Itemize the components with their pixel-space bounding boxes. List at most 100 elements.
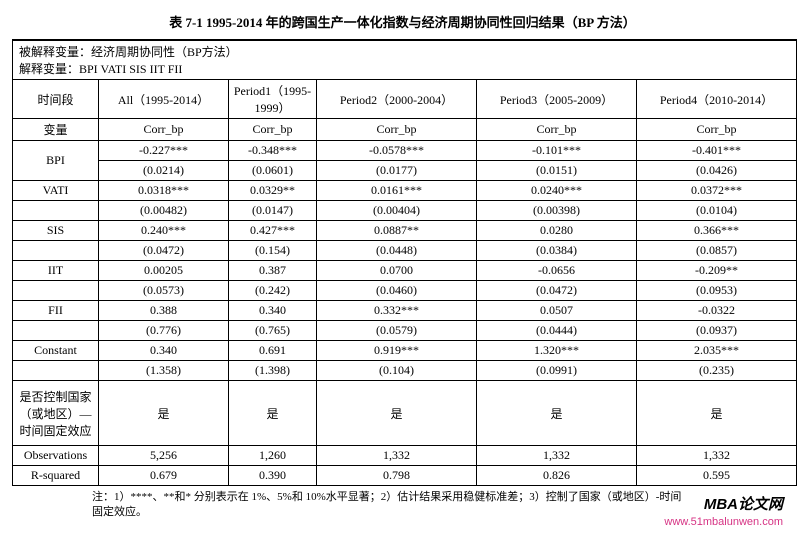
cell: (0.154) [229,241,317,261]
brand-url: www.51mbalunwen.com [664,516,783,528]
period-1: Period1（1995-1999） [229,80,317,119]
period-2: Period2（2000-2004） [317,80,477,119]
fixed-effect-label: 是否控制国家（或地区）—时间固定效应 [13,381,99,446]
cell: (0.242) [229,281,317,301]
cell: 0.0372*** [637,181,797,201]
cell: 是 [317,381,477,446]
r-squared-label: R-squared [13,466,99,486]
cell: 0.798 [317,466,477,486]
cell: 0.0161*** [317,181,477,201]
cell: 0.332*** [317,301,477,321]
cell: (0.0426) [637,161,797,181]
cell: 0.427*** [229,221,317,241]
cell: 0.340 [229,301,317,321]
cell: 0.826 [477,466,637,486]
cell: 1,332 [477,446,637,466]
cell: -0.0656 [477,261,637,281]
period-3: Period3（2005-2009） [477,80,637,119]
cell: 1,260 [229,446,317,466]
corr-bp-header: Corr_bp [317,119,477,141]
period-all: All（1995-2014） [99,80,229,119]
corr-bp-header: Corr_bp [477,119,637,141]
row-fii: FII [13,301,99,321]
cell: 0.240*** [99,221,229,241]
cell: (0.0460) [317,281,477,301]
cell: (0.104) [317,361,477,381]
cell: 是 [99,381,229,446]
cell: 5,256 [99,446,229,466]
cell: -0.401*** [637,141,797,161]
cell: -0.209** [637,261,797,281]
cell: 0.0240*** [477,181,637,201]
cell: (0.0151) [477,161,637,181]
cell: 1.320*** [477,341,637,361]
cell: -0.0322 [637,301,797,321]
cell: (0.0472) [477,281,637,301]
cell: 是 [637,381,797,446]
cell: (0.0579) [317,321,477,341]
time-label: 时间段 [13,80,99,119]
cell: 是 [229,381,317,446]
cell: (0.0177) [317,161,477,181]
corr-bp-header: Corr_bp [99,119,229,141]
cell: (0.0472) [99,241,229,261]
cell: 1,332 [317,446,477,466]
cell: (0.0991) [477,361,637,381]
brand-logo: MBA论文网 [704,496,783,513]
cell: (1.398) [229,361,317,381]
corr-bp-header: Corr_bp [229,119,317,141]
cell: 是 [477,381,637,446]
cell: 0.0700 [317,261,477,281]
cell: (0.765) [229,321,317,341]
cell: (0.0937) [637,321,797,341]
row-iit: IIT [13,261,99,281]
cell: (0.0384) [477,241,637,261]
cell: 0.0887** [317,221,477,241]
cell: (0.0857) [637,241,797,261]
cell: -0.0578*** [317,141,477,161]
cell: (0.0444) [477,321,637,341]
row-sis: SIS [13,221,99,241]
cell: -0.348*** [229,141,317,161]
cell: 0.0507 [477,301,637,321]
cell: 0.390 [229,466,317,486]
cell: 0.387 [229,261,317,281]
dependent-var-line: 被解释变量：经济周期协同性（BP方法） 解释变量：BPI VATI SIS II… [13,40,797,80]
cell: (0.0214) [99,161,229,181]
cell: 0.00205 [99,261,229,281]
cell: -0.101*** [477,141,637,161]
cell: (0.00404) [317,201,477,221]
regression-table: 被解释变量：经济周期协同性（BP方法） 解释变量：BPI VATI SIS II… [12,39,797,486]
cell: (1.358) [99,361,229,381]
observations-label: Observations [13,446,99,466]
row-vati: VATI [13,181,99,201]
row-bpi: BPI [13,141,99,181]
cell: (0.00482) [99,201,229,221]
cell: (0.0448) [317,241,477,261]
cell: 0.691 [229,341,317,361]
cell: 0.595 [637,466,797,486]
cell: 2.035*** [637,341,797,361]
cell: 0.919*** [317,341,477,361]
cell: (0.00398) [477,201,637,221]
cell: 0.366*** [637,221,797,241]
cell: (0.776) [99,321,229,341]
cell: 0.0280 [477,221,637,241]
cell: -0.227*** [99,141,229,161]
period-4: Period4（2010-2014） [637,80,797,119]
cell: 1,332 [637,446,797,466]
row-constant: Constant [13,341,99,361]
cell: 0.340 [99,341,229,361]
cell: (0.0601) [229,161,317,181]
variable-label: 变量 [13,119,99,141]
cell: (0.0104) [637,201,797,221]
cell: (0.235) [637,361,797,381]
cell: 0.679 [99,466,229,486]
cell: (0.0953) [637,281,797,301]
cell: (0.0147) [229,201,317,221]
cell: 0.0318*** [99,181,229,201]
corr-bp-header: Corr_bp [637,119,797,141]
table-title: 表 7-1 1995-2014 年的跨国生产一体化指数与经济周期协同性回归结果（… [12,12,793,31]
cell: 0.0329** [229,181,317,201]
cell: 0.388 [99,301,229,321]
